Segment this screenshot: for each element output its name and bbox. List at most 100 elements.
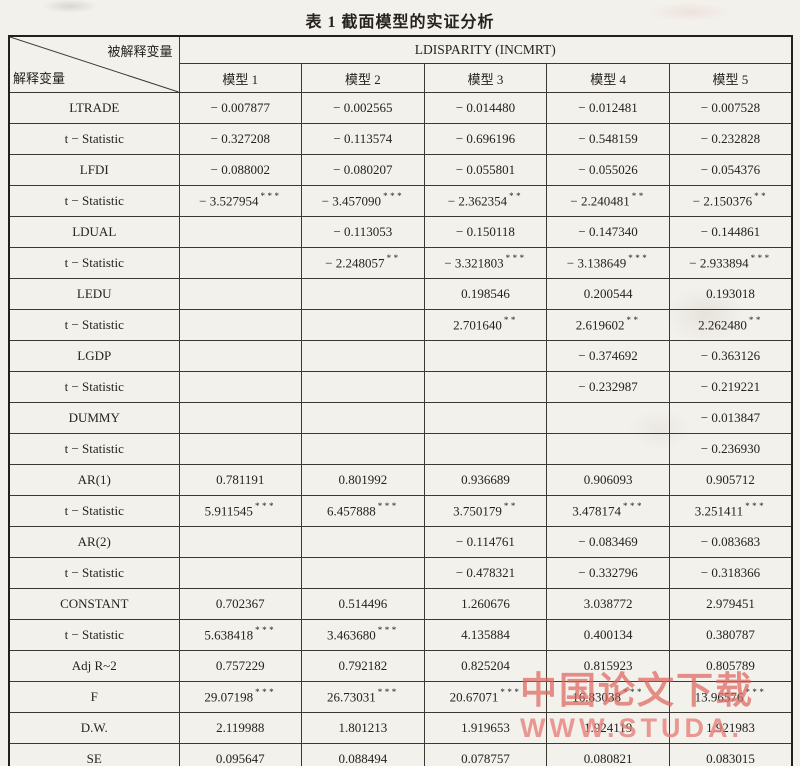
row-label: AR(1) <box>8 464 180 496</box>
value-cell: 0.781191 <box>178 464 303 496</box>
value-cell: 0.380787 <box>668 619 793 651</box>
regression-results-table: 被解释变量 解释变量 LDISPARITY (INCMRT) 模型 1 模型 2… <box>8 35 793 766</box>
row-label: LEDU <box>8 278 180 310</box>
dependent-variable-label: 被解释变量 <box>107 44 173 59</box>
table-row: LEDU 0.198546 0.200544 0.193018 <box>8 278 793 310</box>
value-cell: 0.083015 <box>668 743 793 766</box>
value-cell <box>301 402 425 434</box>
value-cell: 20.67071 *** <box>423 681 548 713</box>
significance-stars: ** <box>386 253 401 264</box>
value-cell: 3.038772 <box>546 588 670 620</box>
value-cell: 3.750179 ** <box>423 495 548 527</box>
table-row: DUMMY − 0.013847 <box>8 402 793 434</box>
value-cell <box>423 371 548 403</box>
significance-stars: *** <box>500 687 522 698</box>
value-cell: − 3.138649 *** <box>546 247 670 279</box>
value-cell: 0.805789 <box>668 650 793 682</box>
value-cell <box>301 557 425 589</box>
value-cell: − 0.696196 <box>423 123 548 155</box>
value-cell: − 2.362354 ** <box>423 185 548 217</box>
row-label: t − Statistic <box>8 433 180 465</box>
value-cell: 1.919653 <box>423 712 548 744</box>
value-cell: − 0.080207 <box>301 154 425 186</box>
value-cell: − 0.083469 <box>546 526 670 558</box>
significance-stars: *** <box>745 501 767 512</box>
value-cell <box>178 216 303 248</box>
value-cell: 2.701640 ** <box>423 309 548 341</box>
model-2-header: 模型 2 <box>301 63 425 93</box>
value-cell <box>301 278 425 310</box>
value-cell: 5.638418 *** <box>178 619 303 651</box>
value-cell <box>546 402 670 434</box>
table-row: t − Statistic − 0.478321− 0.332796− 0.318… <box>8 557 793 589</box>
row-label: LGDP <box>8 340 180 372</box>
row-label: F <box>8 681 180 713</box>
value-cell: − 2.248057 ** <box>301 247 425 279</box>
value-cell: 0.080821 <box>546 743 670 766</box>
table-row: t − Statistic − 0.232987− 0.219221 <box>8 371 793 403</box>
value-cell: − 0.332796 <box>546 557 670 589</box>
value-cell: 16.83038 *** <box>546 681 670 713</box>
value-cell: 0.198546 <box>423 278 548 310</box>
row-label: LDUAL <box>8 216 180 248</box>
significance-stars: ** <box>631 191 646 202</box>
value-cell: 0.088494 <box>301 743 425 766</box>
value-cell: 0.514496 <box>301 588 425 620</box>
value-cell: 0.702367 <box>178 588 303 620</box>
value-cell: − 0.083683 <box>668 526 793 558</box>
significance-stars: ** <box>503 315 518 326</box>
value-cell: − 0.113574 <box>301 123 425 155</box>
table-row: F 29.07198 *** 26.73031 *** 20.67071 *** 16.830… <box>8 681 793 713</box>
value-cell: − 0.147340 <box>546 216 670 248</box>
value-cell: 13.96576 *** <box>668 681 793 713</box>
value-cell: − 2.150376 ** <box>668 185 793 217</box>
value-cell <box>301 371 425 403</box>
significance-stars: *** <box>505 253 527 264</box>
value-cell: 1.921983 <box>668 712 793 744</box>
value-cell: 2.619602 ** <box>546 309 670 341</box>
row-label: AR(2) <box>8 526 180 558</box>
significance-stars: *** <box>377 501 399 512</box>
value-cell: 0.400134 <box>546 619 670 651</box>
value-cell: − 0.548159 <box>546 123 670 155</box>
significance-stars: *** <box>622 501 644 512</box>
model-5-header: 模型 5 <box>668 63 793 93</box>
value-cell: 0.193018 <box>668 278 793 310</box>
value-cell: − 0.007877 <box>178 92 303 124</box>
row-label: Adj R~2 <box>8 650 180 682</box>
value-cell <box>178 247 303 279</box>
value-cell <box>423 402 548 434</box>
significance-stars: *** <box>622 687 644 698</box>
value-cell <box>301 433 425 465</box>
row-label: t − Statistic <box>8 247 180 279</box>
value-cell: 0.095647 <box>178 743 303 766</box>
significance-stars: ** <box>754 191 769 202</box>
value-cell <box>178 433 303 465</box>
table-row: CONSTANT 0.702367 0.514496 1.260676 3.038772… <box>8 588 793 620</box>
significance-stars: *** <box>377 687 399 698</box>
row-label: t − Statistic <box>8 495 180 527</box>
model-3-header: 模型 3 <box>423 63 548 93</box>
value-cell: − 0.012481 <box>546 92 670 124</box>
significance-stars: *** <box>745 687 767 698</box>
value-cell: 3.251411 *** <box>668 495 793 527</box>
value-cell <box>301 340 425 372</box>
row-label: t − Statistic <box>8 185 180 217</box>
value-cell: 29.07198 *** <box>178 681 303 713</box>
value-cell: − 0.054376 <box>668 154 793 186</box>
table-row: Adj R~2 0.757229 0.792182 0.825204 0.815923 0… <box>8 650 793 682</box>
row-label: t − Statistic <box>8 371 180 403</box>
table-row: t − Statistic − 0.236930 <box>8 433 793 465</box>
row-label: LTRADE <box>8 92 180 124</box>
row-label: t − Statistic <box>8 123 180 155</box>
row-label: D.W. <box>8 712 180 744</box>
value-cell: − 0.478321 <box>423 557 548 589</box>
value-cell <box>178 557 303 589</box>
table-row: t − Statistic − 0.327208− 0.113574− 0.696… <box>8 123 793 155</box>
value-cell <box>178 371 303 403</box>
value-cell: − 0.088002 <box>178 154 303 186</box>
value-cell: − 0.002565 <box>301 92 425 124</box>
value-cell: − 0.236930 <box>668 433 793 465</box>
significance-stars: *** <box>750 253 772 264</box>
